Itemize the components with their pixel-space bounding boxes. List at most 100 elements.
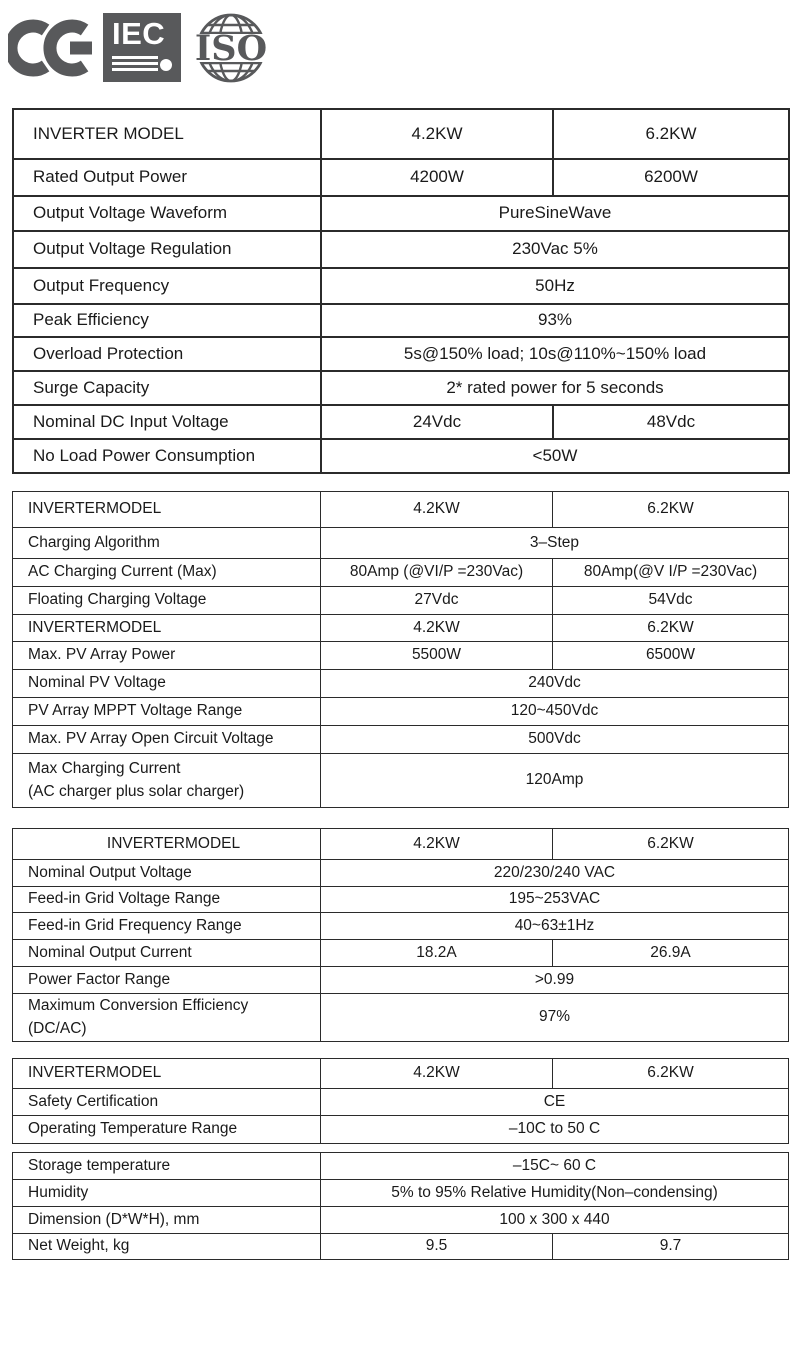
iec-logo-text: IEC	[112, 16, 166, 51]
spec-label-cell: INVERTERMODEL	[12, 828, 321, 860]
table-row: Max. PV Array Power 5500W 6500W	[12, 641, 789, 670]
spec-value-cell: –15C~ 60 C	[320, 1152, 789, 1180]
spec-label-cell: Output Frequency	[12, 267, 322, 305]
table-row: Operating Temperature Range –10C to 50 C	[12, 1115, 789, 1144]
table-row: Feed-in Grid Frequency Range 40~63±1Hz	[12, 912, 789, 940]
iec-logo-lines	[112, 56, 172, 71]
spec-value-cell: 6.2KW	[552, 108, 790, 160]
spec-value-cell: 100 x 300 x 440	[320, 1206, 789, 1234]
spec-value-cell: 4.2KW	[320, 828, 553, 860]
table-row: Rated Output Power 4200W 6200W	[12, 158, 790, 197]
spec-label-cell: Nominal Output Voltage	[12, 859, 321, 887]
spec-label-cell: Output Voltage Regulation	[12, 230, 322, 269]
spec-label-cell: Floating Charging Voltage	[12, 586, 321, 615]
spec-value-cell: 97%	[320, 993, 789, 1042]
ce-letter-e	[43, 19, 89, 77]
table-row: Output Frequency 50Hz	[12, 267, 790, 305]
spec-label-cell: INVERTERMODEL	[12, 1058, 321, 1089]
spec-label-cell: PV Array MPPT Voltage Range	[12, 697, 321, 726]
iso-text-band	[189, 34, 273, 62]
spec-label-cell: Overload Protection	[12, 336, 322, 372]
table-row: INVERTERMODEL 4.2KW 6.2KW	[12, 828, 789, 860]
table-row: Feed-in Grid Voltage Range 195~253VAC	[12, 886, 789, 913]
table-row: Nominal Output Voltage 220/230/240 VAC	[12, 859, 789, 887]
table-row: Output Voltage Regulation 230Vac 5%	[12, 230, 790, 269]
spec-value-cell: 6200W	[552, 158, 790, 197]
spec-value-cell: 230Vac 5%	[320, 230, 790, 269]
spec-label-cell: Net Weight, kg	[12, 1233, 321, 1260]
spec-label-cell: Feed-in Grid Frequency Range	[12, 912, 321, 940]
ce-logo	[8, 19, 92, 77]
spec-label-cell: Maximum Conversion Efficiency (DC/AC)	[12, 993, 321, 1042]
table-row: Output Voltage Waveform PureSineWave	[12, 195, 790, 232]
spec-value-cell: 18.2A	[320, 939, 553, 967]
spec-value-cell: 26.9A	[552, 939, 789, 967]
spec-value-cell: 240Vdc	[320, 669, 789, 698]
table-row: Max. PV Array Open Circuit Voltage 500Vdc	[12, 725, 789, 754]
spec-label-cell: Dimension (D*W*H), mm	[12, 1206, 321, 1234]
ce-letter-c	[8, 19, 50, 77]
spec-value-cell: 4.2KW	[320, 1058, 553, 1089]
spec-value-cell: 27Vdc	[320, 586, 553, 615]
ce-letter-e-bar	[70, 41, 92, 55]
spec-value-cell: 24Vdc	[320, 404, 554, 440]
spec-label-cell: Charging Algorithm	[12, 527, 321, 559]
spec-label-cell: Surge Capacity	[12, 370, 322, 406]
spec-label-cell: Peak Efficiency	[12, 303, 322, 338]
spec-label-cell: Feed-in Grid Voltage Range	[12, 886, 321, 913]
charger-spec-table: INVERTERMODEL 4.2KW 6.2KW Charging Algorith…	[12, 491, 789, 808]
table-row: Floating Charging Voltage 27Vdc 54Vdc	[12, 586, 789, 615]
inverter-output-spec-table: INVERTER MODEL 4.2KW 6.2KW Rated Output Pow…	[12, 108, 790, 474]
spec-value-cell: 6500W	[552, 641, 789, 670]
spec-value-cell: 2* rated power for 5 seconds	[320, 370, 790, 406]
spec-label-cell: Storage temperature	[12, 1152, 321, 1180]
spec-value-cell: 50Hz	[320, 267, 790, 305]
spec-label-cell: Output Voltage Waveform	[12, 195, 322, 232]
spec-label-cell: Max. PV Array Power	[12, 641, 321, 670]
spec-value-cell: 9.5	[320, 1233, 553, 1260]
table-row: Maximum Conversion Efficiency (DC/AC) 97%	[12, 993, 789, 1042]
spec-label-cell: Humidity	[12, 1179, 321, 1207]
table-row: INVERTERMODEL 4.2KW 6.2KW	[12, 614, 789, 642]
spec-value-cell: PureSineWave	[320, 195, 790, 232]
spec-value-cell: 6.2KW	[552, 614, 789, 642]
spec-value-cell: 6.2KW	[552, 491, 789, 528]
table-row: INVERTERMODEL 4.2KW 6.2KW	[12, 1058, 789, 1089]
spec-value-cell: 80Amp(@V I/P =230Vac)	[552, 558, 789, 587]
table-row: Max Charging Current (AC charger plus so…	[12, 753, 789, 808]
table-row: Peak Efficiency 93%	[12, 303, 790, 338]
spec-value-cell: >0.99	[320, 966, 789, 994]
spec-label-cell: Nominal DC Input Voltage	[12, 404, 322, 440]
spec-value-cell: 3–Step	[320, 527, 789, 559]
table-row: Charging Algorithm 3–Step	[12, 527, 789, 559]
spec-value-cell: 5500W	[320, 641, 553, 670]
spec-value-cell: 4.2KW	[320, 614, 553, 642]
spec-label-cell: INVERTERMODEL	[12, 614, 321, 642]
spec-value-cell: 54Vdc	[552, 586, 789, 615]
spec-value-cell: 5s@150% load; 10s@110%~150% load	[320, 336, 790, 372]
spec-value-cell: 4.2KW	[320, 108, 554, 160]
table-row: Storage temperature –15C~ 60 C	[12, 1152, 789, 1180]
spec-label-cell: Max Charging Current (AC charger plus so…	[12, 753, 321, 808]
table-row: PV Array MPPT Voltage Range 120~450Vdc	[12, 697, 789, 726]
spec-value-cell: 80Amp (@VI/P =230Vac)	[320, 558, 553, 587]
physical-spec-table: Storage temperature –15C~ 60 C Humidity 5% …	[12, 1152, 789, 1260]
table-row: INVERTER MODEL 4.2KW 6.2KW	[12, 108, 790, 160]
spec-label-cell: Nominal Output Current	[12, 939, 321, 967]
table-row: Power Factor Range >0.99	[12, 966, 789, 994]
table-row: AC Charging Current (Max) 80Amp (@VI/P =2…	[12, 558, 789, 587]
spec-value-cell: 48Vdc	[552, 404, 790, 440]
spec-value-cell: –10C to 50 C	[320, 1115, 789, 1144]
spec-value-cell: 40~63±1Hz	[320, 912, 789, 940]
spec-label-cell: Nominal PV Voltage	[12, 669, 321, 698]
spec-value-cell: 500Vdc	[320, 725, 789, 754]
spec-value-cell: 4.2KW	[320, 491, 553, 528]
spec-label-cell: AC Charging Current (Max)	[12, 558, 321, 587]
spec-label-cell: INVERTERMODEL	[12, 491, 321, 528]
logo-header: IEC ISO	[0, 0, 790, 108]
table-row: Net Weight, kg 9.5 9.7	[12, 1233, 789, 1260]
certification-spec-table: INVERTERMODEL 4.2KW 6.2KW Safety Certificat…	[12, 1058, 789, 1144]
table-row: INVERTERMODEL 4.2KW 6.2KW	[12, 491, 789, 528]
spec-label-cell: No Load Power Consumption	[12, 438, 322, 474]
spec-tables-container: INVERTER MODEL 4.2KW 6.2KW Rated Output Pow…	[12, 108, 790, 1260]
